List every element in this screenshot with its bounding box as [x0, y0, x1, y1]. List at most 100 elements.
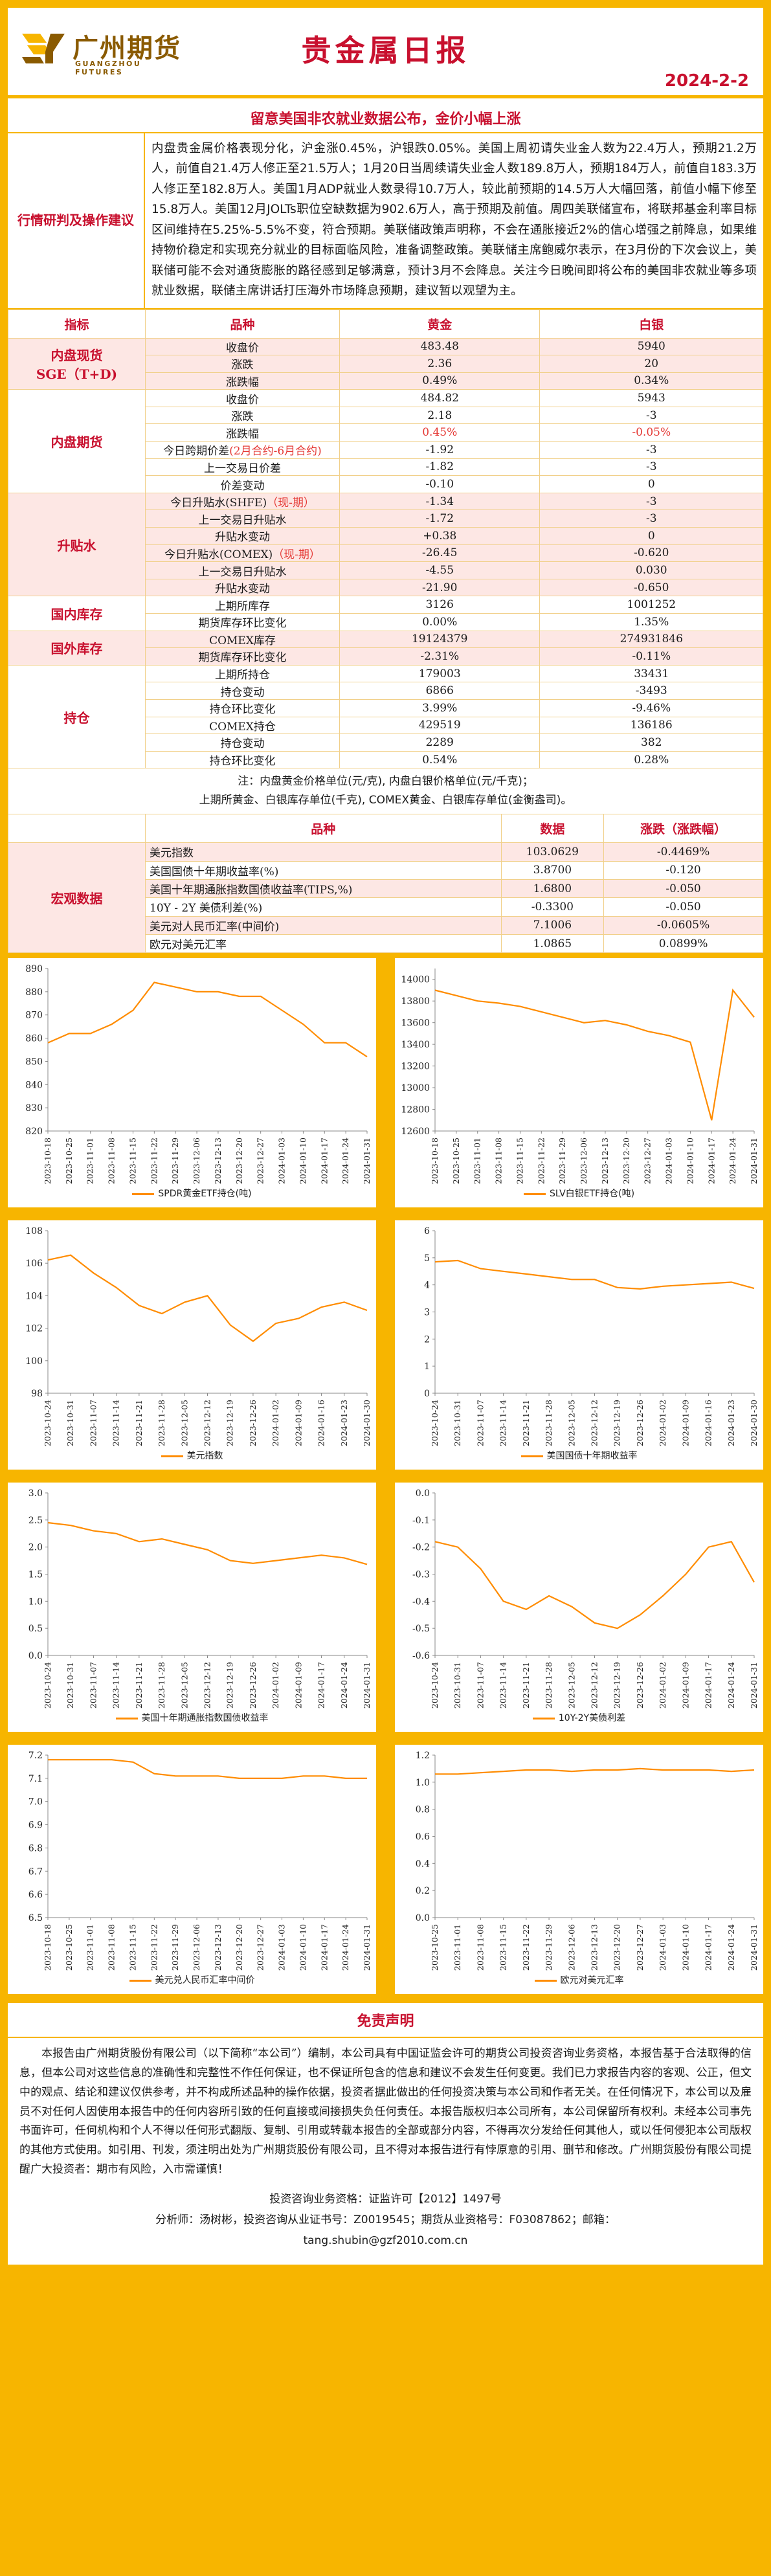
line-chart: 12600 12800 13000 13200 13400 13600 13800 14000…: [401, 969, 759, 1185]
x-tick-label: 2023-12-13: [590, 1924, 599, 1971]
table-row: 内盘现货 SGE（T+D) 收盘价 483.48 5940: [8, 337, 763, 390]
y-tick-label: 880: [25, 987, 43, 998]
trend-label-line1: 行情研判: [17, 212, 69, 229]
x-tick-label: 2023-10-31: [453, 1400, 462, 1446]
x-tick-label: 2024-01-03: [277, 1924, 287, 1971]
x-tick-label: 2023-12-26: [635, 1400, 645, 1446]
y-tick-label: 2.0: [28, 1543, 43, 1553]
disclaimer-section: 免责声明 本报告由广州期货股份有限公司（以下简称“本公司”）编制，本公司具有中国…: [8, 2003, 763, 2265]
cell-silver: 0.28%: [539, 750, 763, 769]
y-tick-label: 7.1: [28, 1774, 43, 1784]
y-tick-label: 0.4: [416, 1859, 430, 1870]
legend-swatch: [532, 1717, 555, 1719]
y-tick-label: 12800: [401, 1105, 430, 1115]
row-name-text: 持仓变动: [220, 686, 265, 699]
cell-gold: 2289: [339, 734, 541, 752]
cell-gold: 2.18: [339, 406, 541, 425]
row-name-text: 期货库存环比变化: [198, 617, 287, 631]
x-tick-label: 2023-12-05: [179, 1400, 189, 1446]
x-tick-label: 2023-12-06: [566, 1924, 576, 1971]
row-name-text: 上期所库存: [215, 599, 270, 613]
x-tick-label: 2023-12-20: [234, 1924, 244, 1971]
row-name-text: 上期所持仓: [215, 669, 270, 682]
row-name: 持仓变动: [145, 682, 340, 700]
row-name-text: 收盘价: [226, 341, 259, 355]
x-tick-label: 2024-01-31: [749, 1137, 759, 1184]
y-tick-label: 820: [25, 1126, 43, 1137]
cell-silver: 0: [539, 527, 763, 545]
cell-gold: 179003: [339, 664, 541, 683]
y-tick-label: -0.2: [412, 1543, 430, 1553]
y-tick-label: 13200: [401, 1062, 430, 1072]
macro-cell-change: 0.0899%: [603, 934, 763, 954]
x-tick-label: 2024-01-23: [726, 1400, 736, 1446]
line-chart: 98 100 102 104 106 108 2023-10-24 2023-10-31 202…: [25, 1226, 372, 1446]
y-tick-label: 5: [424, 1253, 430, 1264]
cell-gold: -2.31%: [339, 647, 541, 666]
header-divider: [8, 95, 763, 98]
macro-row: 美国十年期通胀指数国债收益率(TIPS,%) 1.6800 -0.050: [8, 879, 763, 899]
macro-cell-name: 美国国债十年期收益率(%): [145, 860, 502, 880]
row-name: 持仓环比变化: [145, 750, 340, 769]
x-tick-label: 2023-12-06: [192, 1924, 201, 1971]
series-line: [434, 1260, 755, 1290]
y-tick-label: 0.5: [28, 1624, 43, 1635]
header-item: 品种: [145, 309, 340, 339]
legend-swatch: [115, 1717, 138, 1719]
analyst-email[interactable]: tang.shubin@gzf2010.com.cn: [303, 2234, 468, 2248]
y-tick-label: 1: [424, 1362, 430, 1372]
y-tick-label: 0.8: [416, 1805, 430, 1815]
x-tick-label: 2023-12-05: [566, 1400, 576, 1446]
table-header-row: 指标 品种 黄金 白银: [8, 309, 763, 339]
cell-gold: -1.92: [339, 441, 541, 459]
macro-cell-name: 美元指数: [145, 842, 502, 862]
header-gold: 黄金: [339, 309, 541, 339]
macro-cell-name: 欧元对美元汇率: [145, 934, 502, 954]
row-name-text: 今日升贴水(SHFE): [170, 497, 267, 510]
x-tick-label: 2024-01-30: [749, 1400, 759, 1446]
row-name: 涨跌幅: [145, 372, 340, 390]
x-tick-label: 2024-01-17: [704, 1662, 713, 1708]
x-tick-label: 2023-10-31: [65, 1662, 75, 1708]
cell-gold: 0.54%: [339, 750, 541, 769]
row-name: 今日升贴水(COMEX)（现-期）: [145, 544, 340, 563]
x-tick-label: 2024-01-02: [658, 1662, 667, 1708]
y-tick-label: 830: [25, 1104, 43, 1114]
section-label-line1: 国内库存: [50, 607, 103, 622]
x-tick-label: 2023-11-28: [544, 1400, 553, 1446]
chart-grid: 820 830 840 850 860 870 880 890 2023-10-18 2023-1…: [8, 953, 763, 1995]
y-tick-label: 98: [31, 1389, 43, 1399]
cell-silver: 1001252: [539, 596, 763, 614]
metal-data-table: 指标 品种 黄金 白银 内盘现货 SGE（T+D) 收盘价 483.48 5940 涨跌 2…: [8, 309, 763, 769]
series-line: [47, 1522, 368, 1565]
macro-cell-value: 3.8700: [500, 860, 605, 880]
x-tick-label: 2023-11-28: [544, 1662, 553, 1708]
section-label-line1: 内盘现货: [50, 347, 103, 363]
row-name-text: 上一交易日价差: [204, 462, 281, 475]
x-tick-label: 2023-12-20: [234, 1137, 244, 1184]
section-label-line1: 持仓: [63, 710, 90, 726]
license-text: 投资咨询业务资格：证监许可【2012】1497号: [269, 2192, 502, 2206]
x-tick-label: 2023-11-14: [111, 1400, 121, 1446]
cell-silver: -0.11%: [539, 647, 763, 666]
cell-gold: 2.36: [339, 355, 541, 373]
x-tick-label: 2023-11-08: [107, 1137, 117, 1184]
report-header: 广州期货 GUANGZHOU FUTURES 贵金属日报 2024-2-2: [8, 8, 763, 98]
macro-cell-change: -0.050: [603, 879, 763, 899]
cell-silver: -3: [539, 406, 763, 425]
x-tick-label: 2023-12-26: [635, 1662, 645, 1708]
macro-header: 数据: [500, 814, 605, 844]
x-tick-label: 2023-12-05: [179, 1662, 189, 1708]
x-tick-label: 2023-11-14: [111, 1662, 121, 1708]
line-chart: 0 1 2 3 4 5 6 2023-10-24 2023-10-31 2023-11-07 202…: [424, 1226, 759, 1446]
x-tick-label: 2023-11-08: [107, 1924, 117, 1971]
disclaimer-text: 本报告由广州期货股份有限公司（以下简称“本公司”）编制，本公司具有中国证监会许可…: [19, 2047, 752, 2176]
report-sheet: 广州期货 GUANGZHOU FUTURES 贵金属日报 2024-2-2 留意…: [8, 8, 763, 954]
row-name: 涨跌幅: [145, 423, 340, 442]
x-tick-label: 2023-10-25: [64, 1137, 74, 1184]
chart-title: 美国国债十年期收益率: [546, 1451, 638, 1462]
table-row: 持仓环比变化 0.54% 0.28%: [8, 750, 763, 769]
section-label: 持仓: [8, 664, 146, 769]
cell-silver: 5943: [539, 389, 763, 407]
row-name: 今日跨期价差(2月合约-6月合约): [145, 441, 340, 459]
